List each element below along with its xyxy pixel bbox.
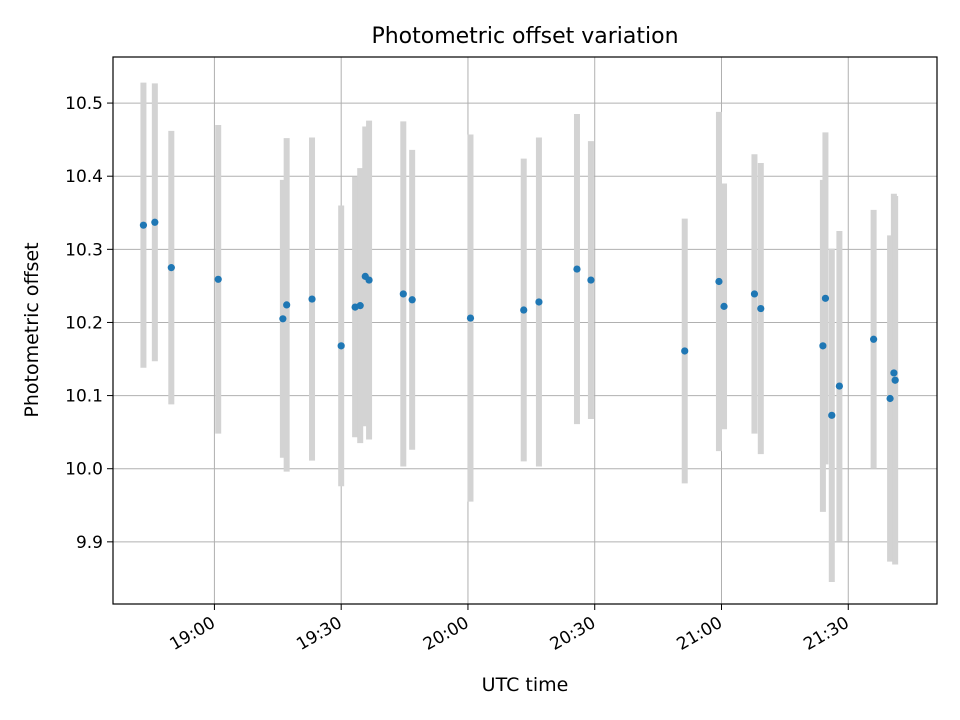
y-tick-label: 10.1 <box>65 387 103 407</box>
data-point <box>399 290 407 298</box>
data-point <box>408 296 416 304</box>
x-axis-label: UTC time <box>482 674 569 696</box>
data-point <box>151 218 159 226</box>
data-point <box>828 411 836 419</box>
data-point <box>466 314 475 322</box>
data-point <box>573 265 581 273</box>
data-point <box>750 290 759 298</box>
data-points <box>139 218 899 419</box>
data-point <box>891 376 899 384</box>
data-point <box>337 342 345 350</box>
y-tick-label: 9.9 <box>76 533 103 553</box>
data-point <box>890 369 898 377</box>
data-point <box>821 294 830 302</box>
data-point <box>139 221 148 229</box>
y-tick-label: 10.3 <box>65 240 103 260</box>
data-point <box>587 276 595 284</box>
data-point <box>167 264 175 272</box>
data-point <box>356 302 364 310</box>
data-point <box>835 382 843 390</box>
y-axis-label: Photometric offset <box>21 242 43 417</box>
y-tick-label: 10.2 <box>65 313 103 333</box>
y-tick-label: 10.0 <box>65 460 103 480</box>
data-point <box>681 347 689 355</box>
data-point <box>283 301 291 309</box>
data-point <box>214 275 222 283</box>
data-point <box>520 306 528 314</box>
data-point <box>886 394 894 403</box>
y-tick-label: 10.4 <box>65 167 103 187</box>
data-point <box>870 335 878 343</box>
data-point <box>365 276 373 284</box>
chart-title: Photometric offset variation <box>371 24 678 49</box>
data-point <box>535 298 543 306</box>
y-axis-ticks: 9.9 10.0 10.1 10.2 10.3 10.4 10.5 <box>65 94 113 553</box>
data-point <box>279 315 287 323</box>
data-point <box>720 302 728 310</box>
data-point <box>819 342 827 350</box>
plot-frame <box>112 56 938 605</box>
data-point <box>308 295 316 303</box>
data-point <box>757 304 765 313</box>
y-tick-label: 10.5 <box>65 94 103 114</box>
data-point <box>715 277 723 286</box>
